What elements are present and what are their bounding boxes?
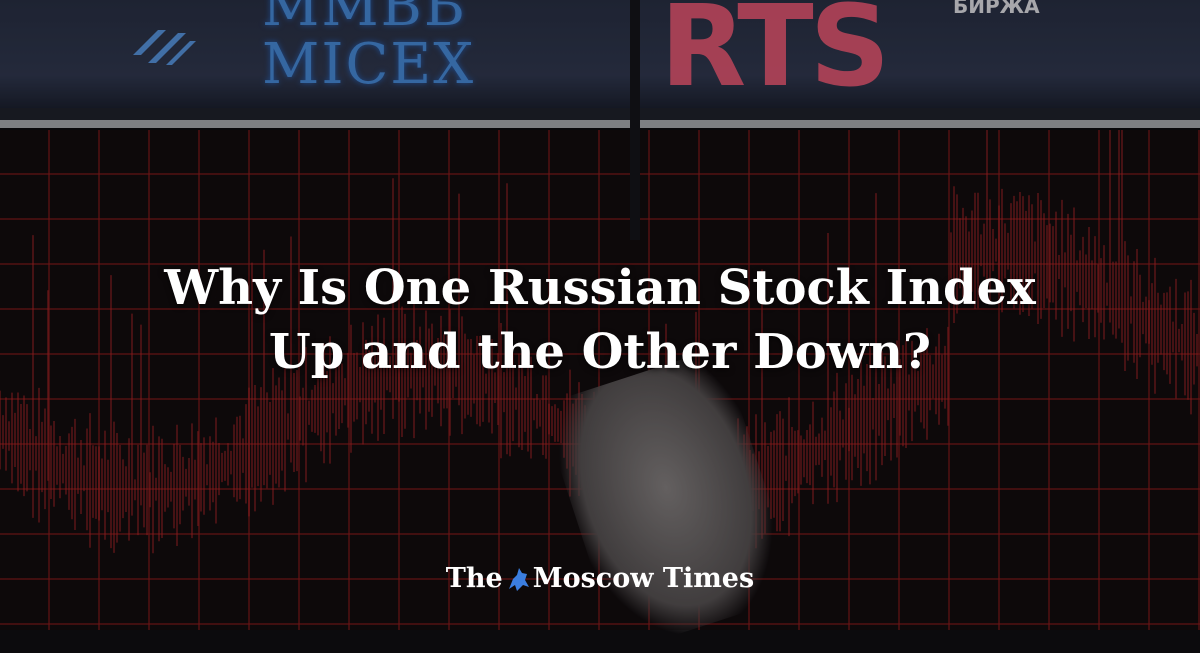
brand-name-part1: The xyxy=(445,563,503,594)
rts-subtitle: БИРЖА xyxy=(953,0,1040,18)
screen-rail xyxy=(0,120,1200,128)
dark-overlay xyxy=(0,0,1200,630)
micex-latin-text: MICEX xyxy=(262,32,476,97)
headline-line-1: Why Is One Russian Stock Index xyxy=(164,260,1036,316)
exchange-screen: ММВБ MICEX RTS БИРЖА xyxy=(0,0,1200,112)
headline: Why Is One Russian Stock Index Up and th… xyxy=(0,256,1200,384)
st-george-emblem-icon xyxy=(508,567,529,591)
micex-logo: ММВБ MICEX xyxy=(262,0,475,94)
screen-frame xyxy=(0,108,1200,120)
screen-divider xyxy=(630,0,640,240)
rts-logo: RTS xyxy=(660,0,890,112)
brand-name-part2: Moscow Times xyxy=(532,563,755,594)
micex-emblem-icon xyxy=(133,30,196,65)
micex-cyrillic-text: ММВБ xyxy=(262,0,467,39)
headline-line-2: Up and the Other Down? xyxy=(268,324,932,380)
brand-logo: The Moscow Times xyxy=(0,562,1200,594)
